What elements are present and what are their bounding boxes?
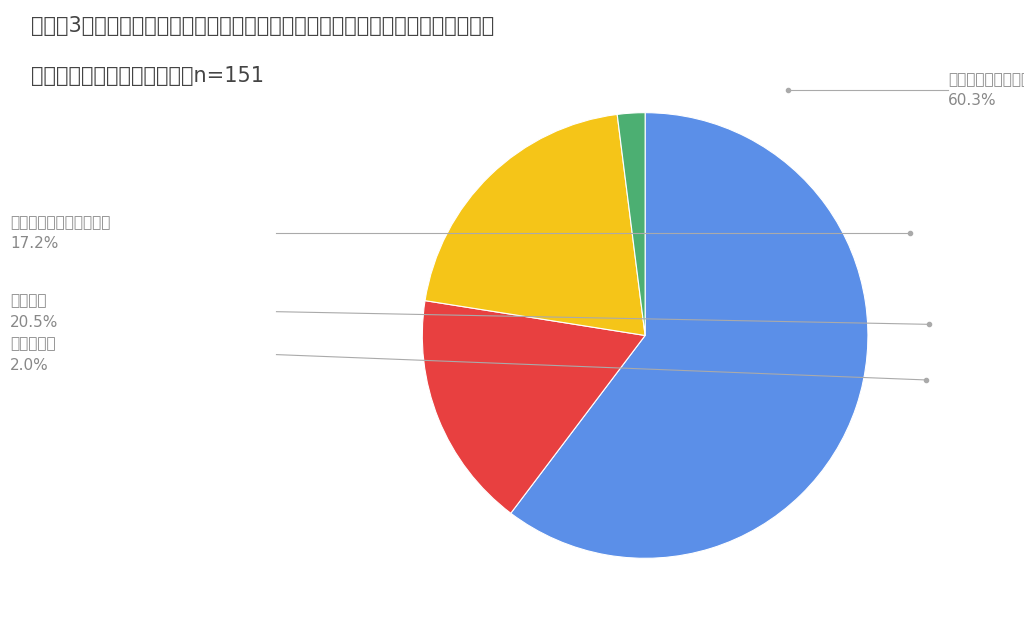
Text: 「直近3ヶ月の間に、経済的な理由で、以下のサービス・料金について、支払えな: 「直近3ヶ月の間に、経済的な理由で、以下のサービス・料金について、支払えな (31, 16, 494, 36)
Text: 2.0%: 2.0% (10, 358, 49, 373)
Text: いことがありましたか。」　n=151: いことがありましたか。」 n=151 (31, 66, 264, 87)
Text: 支払えた: 支払えた (10, 294, 47, 308)
Text: 20.5%: 20.5% (10, 315, 58, 330)
Text: 17.2%: 17.2% (10, 236, 58, 251)
Text: 支払えたが、生活費を削る、...: 支払えたが、生活費を削る、... (948, 72, 1024, 87)
Wedge shape (422, 301, 645, 513)
Text: 支払えないことがあった: 支払えないことがあった (10, 215, 111, 230)
Wedge shape (425, 115, 645, 335)
Wedge shape (511, 113, 868, 558)
Text: 60.3%: 60.3% (948, 93, 996, 108)
Text: わからない: わからない (10, 337, 56, 351)
Wedge shape (617, 113, 645, 335)
